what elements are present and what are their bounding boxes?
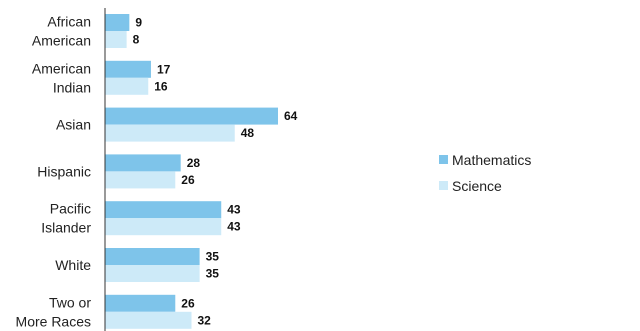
category-label-asian: Asian bbox=[56, 117, 91, 133]
value-label-mathematics-white: 35 bbox=[206, 250, 220, 264]
category-label-african-american: African American bbox=[32, 14, 91, 49]
legend-label-mathematics: Mathematics bbox=[452, 152, 531, 168]
bar-science-white bbox=[105, 265, 200, 282]
category-label-white: White bbox=[55, 257, 91, 273]
category-label-two-or-more-races: Two or More Races bbox=[16, 294, 92, 329]
labels-layer: 9 8 African American 17 16 American Indian 64 48 A… bbox=[16, 14, 298, 330]
value-label-mathematics-asian: 64 bbox=[284, 109, 298, 123]
value-label-mathematics-pacific-islander: 43 bbox=[227, 203, 241, 217]
bar-science-african-american bbox=[105, 31, 127, 48]
category-label-hispanic: Hispanic bbox=[37, 163, 91, 179]
bar-mathematics-two-or-more-races bbox=[105, 294, 176, 312]
bar-science-american-indian bbox=[105, 77, 149, 95]
bar-mathematics-american-indian bbox=[105, 60, 151, 78]
value-label-science-pacific-islander: 43 bbox=[227, 220, 241, 234]
value-label-mathematics-two-or-more-races: 26 bbox=[181, 296, 195, 310]
bar-science-pacific-islander bbox=[105, 218, 222, 236]
legend-label-science: Science bbox=[452, 178, 502, 194]
bar-mathematics-white bbox=[105, 248, 200, 265]
legend-swatch-science bbox=[439, 181, 448, 190]
value-label-mathematics-african-american: 9 bbox=[135, 16, 142, 30]
bar-mathematics-pacific-islander bbox=[105, 201, 222, 219]
value-label-science-hispanic: 26 bbox=[181, 173, 195, 187]
bar-science-two-or-more-races bbox=[105, 311, 192, 329]
bar-mathematics-asian bbox=[105, 107, 278, 125]
bar-science-hispanic bbox=[105, 171, 176, 189]
value-label-science-asian: 48 bbox=[241, 126, 255, 140]
bar-mathematics-african-american bbox=[105, 14, 130, 31]
legend: Mathematics Science bbox=[439, 152, 531, 194]
bar-mathematics-hispanic bbox=[105, 154, 181, 172]
bar-science-asian bbox=[105, 124, 235, 142]
value-label-science-american-indian: 16 bbox=[154, 79, 168, 93]
bars-layer bbox=[105, 14, 278, 329]
value-label-science-african-american: 8 bbox=[133, 33, 140, 47]
value-label-science-white: 35 bbox=[206, 267, 220, 281]
category-label-american-indian: American Indian bbox=[32, 60, 91, 95]
value-label-science-two-or-more-races: 32 bbox=[198, 313, 212, 327]
category-label-pacific-islander: Pacific Islander bbox=[41, 201, 91, 236]
value-label-mathematics-hispanic: 28 bbox=[187, 156, 201, 170]
value-label-mathematics-american-indian: 17 bbox=[157, 62, 171, 76]
legend-swatch-mathematics bbox=[439, 155, 448, 164]
